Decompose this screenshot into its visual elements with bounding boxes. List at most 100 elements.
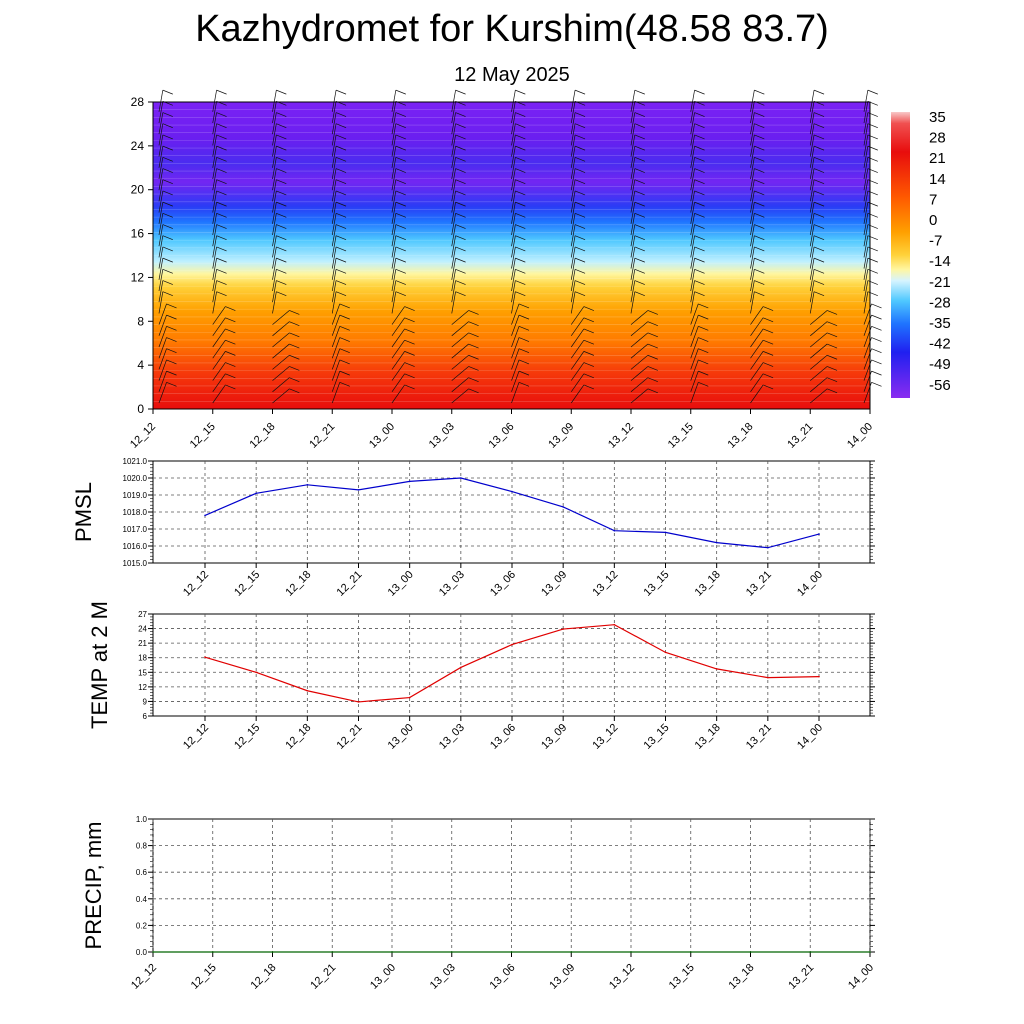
y-tick-label: 4 <box>137 358 144 372</box>
wind-barb-flag <box>867 112 878 117</box>
wind-barb-flag <box>634 224 645 229</box>
wind-barb-flag <box>455 123 466 129</box>
wind-barb-flag <box>216 257 227 263</box>
y-tick-label: 9 <box>143 697 148 706</box>
wind-barb-flag <box>574 224 586 229</box>
wind-barb-flag <box>515 291 526 297</box>
wind-barb <box>272 168 277 191</box>
wind-barb <box>331 269 337 292</box>
wind-barb <box>158 190 164 213</box>
wind-barb-flag <box>162 190 173 196</box>
wind-barb <box>158 168 164 191</box>
y-tick-label: 1018.0 <box>123 508 148 517</box>
wind-barb <box>511 235 516 258</box>
wind-barb <box>690 168 695 191</box>
wind-barb <box>158 202 164 224</box>
y-tick-label: 6 <box>143 712 148 721</box>
wind-barb <box>750 213 755 236</box>
wind-barb <box>331 123 337 146</box>
wind-barb <box>570 246 576 269</box>
wind-barb <box>690 348 699 370</box>
wind-barb <box>511 246 516 269</box>
wind-barb <box>451 366 469 381</box>
data-point <box>511 490 513 493</box>
wind-barb <box>158 326 167 348</box>
wind-barb-flag <box>395 134 406 140</box>
wind-barb <box>331 348 341 370</box>
data-point <box>613 623 616 626</box>
wind-barb-flag <box>335 224 347 229</box>
wind-barb-flag <box>289 310 300 315</box>
wind-barb <box>158 134 164 157</box>
wind-barb-flag <box>455 134 466 140</box>
wind-barb <box>212 291 217 314</box>
x-tick-label: 13_03 <box>427 421 457 451</box>
x-tick-label: 12_18 <box>283 722 313 752</box>
wind-barb-flag <box>515 168 526 173</box>
wind-barb <box>451 168 456 191</box>
wind-barb <box>451 388 469 404</box>
wind-barb <box>630 366 649 381</box>
wind-barb <box>809 123 815 146</box>
wind-barb-flag <box>515 246 526 252</box>
wind-barb <box>391 351 405 370</box>
wind-barb-flag <box>518 326 530 331</box>
wind-barb <box>451 190 456 213</box>
wind-barb <box>809 134 815 157</box>
wind-barb-flag <box>216 213 227 218</box>
wind-barb-flag <box>583 373 594 379</box>
wind-barb <box>272 213 277 236</box>
wind-barb <box>570 384 585 404</box>
wind-barb <box>630 90 636 112</box>
wind-barb-flag <box>216 112 227 117</box>
wind-barb-flag <box>395 213 406 218</box>
wind-barb <box>570 190 576 213</box>
wind-barb <box>690 146 695 168</box>
x-tick-label: 13_21 <box>785 421 815 451</box>
wind-barb-flag <box>276 280 287 285</box>
wind-barb <box>810 354 828 370</box>
wind-barb-flag <box>166 314 177 320</box>
wind-barb <box>809 190 815 213</box>
wind-barb <box>863 179 869 202</box>
y-tick-label: 12 <box>138 683 147 692</box>
wind-barb-flag <box>574 246 586 252</box>
wind-barb-flag <box>647 321 658 326</box>
wind-barb <box>750 123 755 146</box>
wind-barb-flag <box>515 157 526 162</box>
wind-barb <box>212 373 226 393</box>
wind-barb-flag <box>826 321 838 326</box>
wind-barb-flag <box>162 235 173 241</box>
wind-barb <box>391 101 397 124</box>
wind-barb <box>451 321 469 337</box>
wind-barb-flag <box>404 373 415 379</box>
wind-barb-flag <box>276 269 287 274</box>
wind-barb-flag <box>583 306 594 311</box>
wind-barb <box>809 258 815 280</box>
wind-barb-flag <box>813 112 825 117</box>
wind-barb-flag <box>813 235 825 241</box>
wind-barb <box>630 101 636 124</box>
wind-barb-flag <box>754 179 765 185</box>
x-tick-label: 12_15 <box>232 722 262 752</box>
data-point <box>460 477 462 479</box>
wind-barb <box>750 384 764 404</box>
wind-barb <box>750 101 755 124</box>
wind-barb <box>331 337 341 359</box>
wind-barb <box>750 291 755 314</box>
data-point <box>306 484 309 486</box>
wind-barb-flag <box>754 269 765 274</box>
colorbar-label: 21 <box>929 150 946 167</box>
x-tick-label: 12_12 <box>181 722 211 752</box>
wind-barb <box>809 291 815 314</box>
wind-barb <box>272 354 290 370</box>
wind-barb-flag <box>762 373 774 379</box>
wind-barb <box>810 310 828 325</box>
y-tick-label: 1.0 <box>136 815 148 824</box>
wind-barb <box>810 377 828 393</box>
y-axis-label: TEMP at 2 M <box>87 601 112 729</box>
wind-barb-flag <box>867 89 878 95</box>
wind-barb <box>630 354 649 370</box>
wind-barb <box>212 384 226 404</box>
wind-barb-flag <box>289 366 300 371</box>
